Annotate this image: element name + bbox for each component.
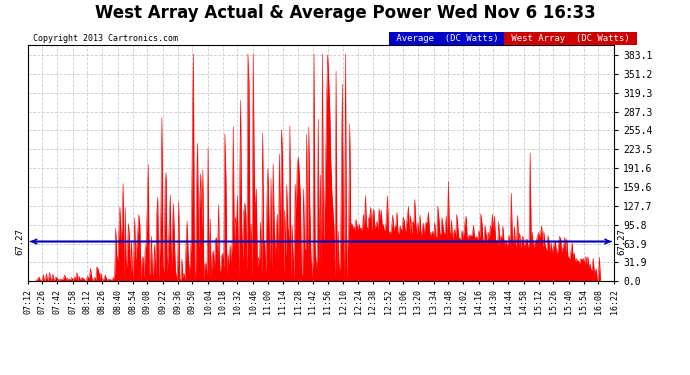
Text: West Array  (DC Watts): West Array (DC Watts) <box>506 34 635 43</box>
Text: 67.27: 67.27 <box>16 228 25 255</box>
Text: 67.27: 67.27 <box>617 228 626 255</box>
Text: West Array Actual & Average Power Wed Nov 6 16:33: West Array Actual & Average Power Wed No… <box>95 4 595 22</box>
Text: Average  (DC Watts): Average (DC Watts) <box>391 34 504 43</box>
Text: Copyright 2013 Cartronics.com: Copyright 2013 Cartronics.com <box>34 34 179 43</box>
